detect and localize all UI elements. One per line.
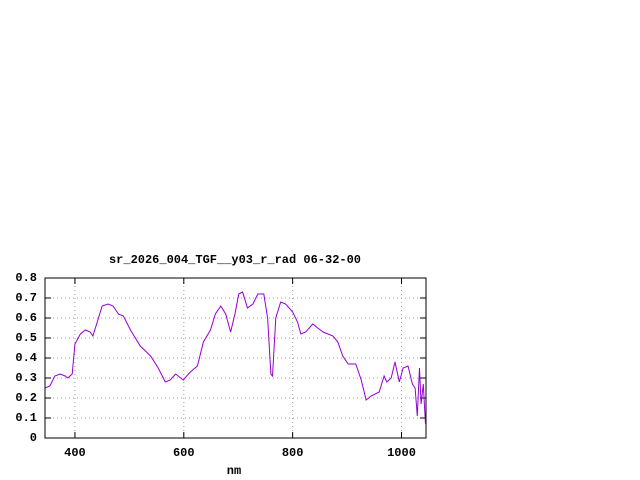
- y-tick-label: 0.8: [15, 271, 37, 285]
- y-tick-label: 0.3: [15, 371, 37, 385]
- x-tick-label: 800: [282, 446, 304, 460]
- x-axis-label: nm: [227, 464, 241, 478]
- y-tick-label: 0.4: [15, 351, 37, 365]
- y-tick-label: 0.5: [15, 331, 37, 345]
- y-tick-label: 0: [30, 431, 37, 445]
- y-tick-label: 0.7: [15, 291, 37, 305]
- y-tick-label: 0.1: [15, 411, 37, 425]
- x-tick-label: 400: [64, 446, 86, 460]
- x-tick-label: 600: [173, 446, 195, 460]
- x-tick-label: 1000: [387, 446, 416, 460]
- y-tick-label: 0.2: [15, 391, 37, 405]
- chart-title: sr_2026_004_TGF__y03_r_rad 06-32-00: [109, 253, 361, 267]
- y-tick-label: 0.6: [15, 311, 37, 325]
- plot-frame: [44, 277, 427, 439]
- data-line: [44, 291, 426, 425]
